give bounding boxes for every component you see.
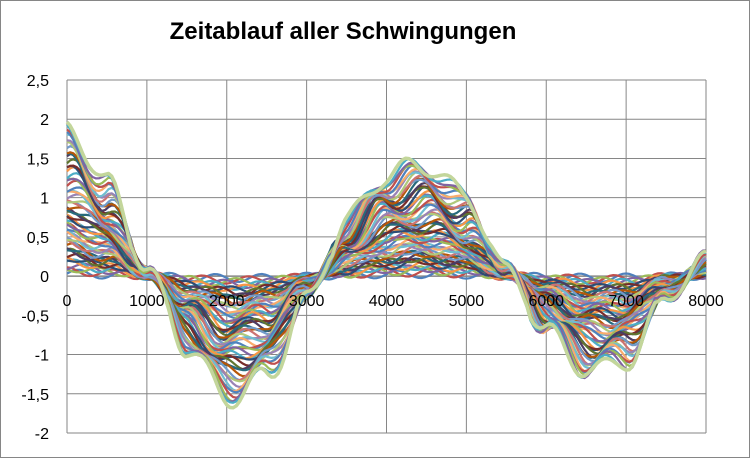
y-tick-label: 2,5	[27, 73, 49, 90]
x-tick-label: 8000	[688, 293, 724, 310]
x-tick-label: 4000	[369, 293, 405, 310]
series-line	[65, 120, 707, 410]
x-tick-label: 6000	[528, 293, 564, 310]
chart-title: Zeitablauf aller Schwingungen	[169, 18, 517, 45]
y-tick-label: 0,5	[27, 230, 49, 247]
y-tick-label: -1,5	[21, 387, 49, 404]
y-tick-label: 0	[40, 269, 49, 286]
y-tick-label: -2	[35, 426, 49, 443]
y-tick-label: 1	[40, 191, 49, 208]
x-tick-label: 7000	[608, 293, 644, 310]
x-tick-label: 5000	[449, 293, 485, 310]
y-tick-label: -1	[35, 348, 49, 365]
x-tick-label: 0	[63, 293, 72, 310]
y-tick-label: 1,5	[27, 151, 49, 168]
x-tick-label: 1000	[129, 293, 165, 310]
x-tick-label: 3000	[289, 293, 325, 310]
series-line	[66, 262, 707, 290]
y-tick-label: 2	[40, 112, 49, 129]
x-tick-label: 2000	[209, 293, 245, 310]
y-tick-label: -0,5	[21, 308, 49, 325]
series-line	[66, 219, 707, 328]
